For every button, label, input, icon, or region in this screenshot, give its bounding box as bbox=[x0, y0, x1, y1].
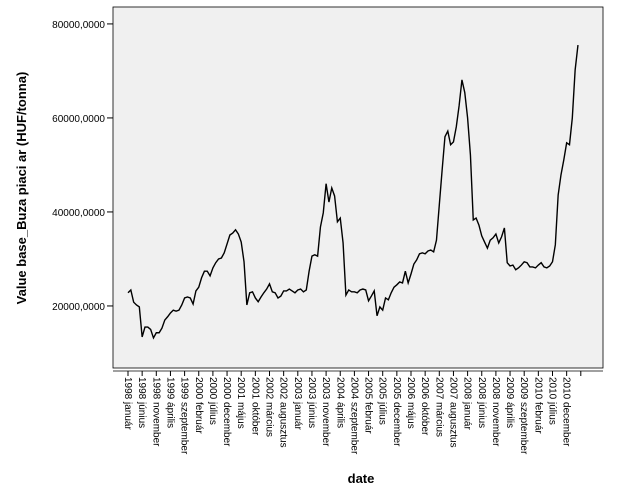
y-tick-label: 80000,0000 bbox=[52, 20, 105, 31]
x-tick-label: 2001 október bbox=[249, 377, 260, 436]
x-tick-label: 2008 június bbox=[476, 377, 487, 428]
x-tick-label: 1998 június bbox=[136, 377, 147, 428]
y-tick-label: 20000,0000 bbox=[52, 302, 105, 313]
x-tick-label: 2000 július bbox=[207, 377, 218, 425]
x-tick-label: 2000 december bbox=[221, 377, 232, 447]
x-tick-label: 2008 január bbox=[462, 377, 473, 430]
x-tick-label: 2007 augusztus bbox=[447, 377, 458, 448]
x-tick-label: 1999 szeptember bbox=[179, 377, 190, 455]
x-tick-label: 2004 április bbox=[334, 377, 345, 428]
x-tick-label: 2003 január bbox=[292, 377, 303, 430]
x-tick-label: 2002 március bbox=[264, 377, 275, 437]
x-tick-label: 2006 május bbox=[405, 377, 416, 429]
x-tick-label: 1999 április bbox=[164, 377, 175, 428]
y-axis-label: Value base_Buza piaci ar (HUF/tonna) bbox=[14, 72, 29, 305]
y-tick-label: 40000,0000 bbox=[52, 208, 105, 219]
x-tick-label: 2003 november bbox=[320, 377, 331, 447]
x-tick-label: 2010 február bbox=[532, 377, 543, 434]
x-tick-label: 2001 május bbox=[235, 377, 246, 429]
x-tick-label: 2009 szeptember bbox=[518, 377, 529, 455]
x-tick-label: 2009 április bbox=[504, 377, 515, 428]
x-axis-label: date bbox=[348, 471, 375, 486]
x-tick-label: 2005 december bbox=[391, 377, 402, 447]
x-tick-label: 1998 január bbox=[122, 377, 133, 430]
x-tick-label: 2005 február bbox=[363, 377, 374, 434]
x-tick-label: 2000 február bbox=[193, 377, 204, 434]
y-tick-label: 60000,0000 bbox=[52, 114, 105, 125]
data-line bbox=[127, 44, 579, 340]
x-tick-label: 2010 december bbox=[561, 377, 572, 447]
x-tick-label: 2003 június bbox=[306, 377, 317, 428]
x-tick-label: 2004 szeptember bbox=[348, 377, 359, 455]
x-tick-label: 2005 július bbox=[377, 377, 388, 425]
x-tick-label: 2010 július bbox=[547, 377, 558, 425]
x-tick-label: 2006 október bbox=[419, 377, 430, 436]
plot-area bbox=[112, 6, 604, 369]
x-tick-label: 1998 november bbox=[150, 377, 161, 447]
x-tick-label: 2007 március bbox=[433, 377, 444, 437]
x-tick-label: 2002 augusztus bbox=[278, 377, 289, 448]
x-tick-label: 2008 november bbox=[490, 377, 501, 447]
